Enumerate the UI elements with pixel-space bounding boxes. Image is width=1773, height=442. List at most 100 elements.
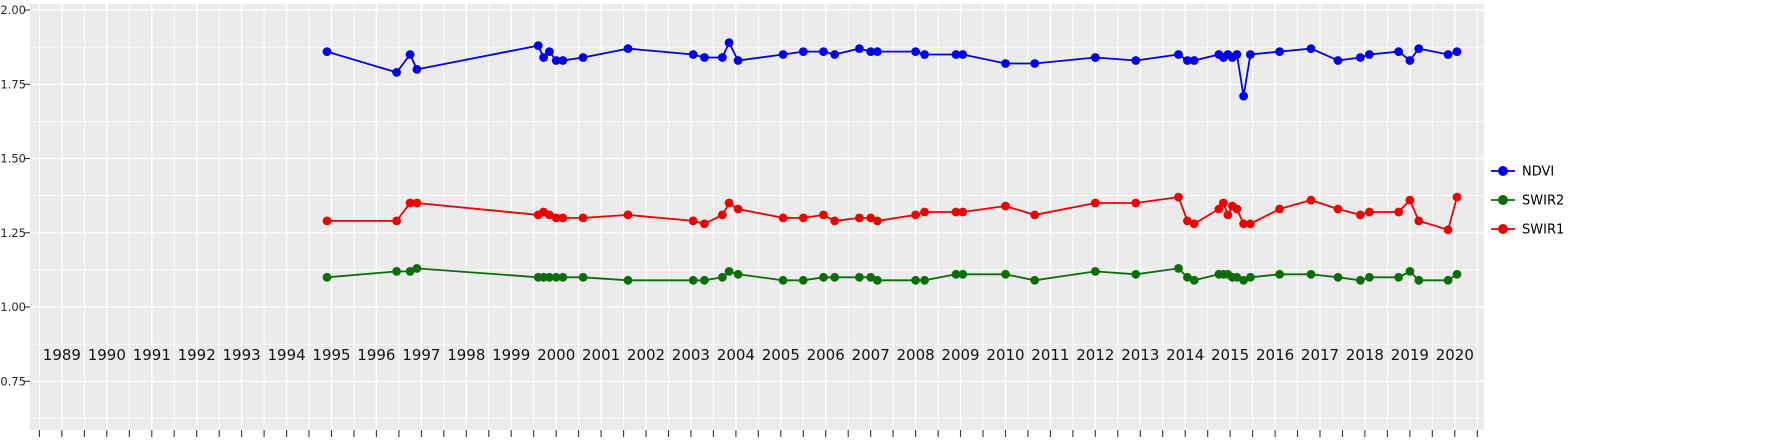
data-point <box>866 213 876 223</box>
x-tick-label: 1992 <box>178 346 216 364</box>
x-tick-label: 2020 <box>1436 346 1474 364</box>
data-point <box>558 213 568 223</box>
x-tick-label: 1997 <box>402 346 440 364</box>
legend-key-NDVI-dot-icon <box>1498 166 1508 176</box>
data-point <box>1452 269 1462 279</box>
x-tick-label: 1990 <box>88 346 126 364</box>
data-point <box>1183 56 1192 65</box>
data-point <box>1174 264 1183 273</box>
data-point <box>778 275 788 285</box>
x-tick-label: 1995 <box>312 346 350 364</box>
data-point <box>1443 50 1453 59</box>
legend-label: SWIR2 <box>1522 194 1564 209</box>
data-point <box>1001 269 1010 279</box>
data-point <box>1356 53 1365 62</box>
data-point <box>1219 198 1228 208</box>
data-point <box>392 216 401 226</box>
data-point <box>551 56 561 65</box>
data-point <box>578 53 588 62</box>
legend: NDVI SWIR2 SWIR1 <box>1491 165 1564 238</box>
data-point <box>1246 272 1255 282</box>
data-point <box>1452 192 1462 202</box>
x-axis-ticks <box>38 430 1478 437</box>
data-point <box>700 275 709 285</box>
data-point <box>951 269 961 279</box>
data-point <box>1414 275 1424 285</box>
data-point <box>1365 272 1374 282</box>
data-point <box>1452 47 1462 56</box>
data-point <box>724 38 734 48</box>
y-axis-ticks <box>24 9 30 382</box>
data-point <box>1214 204 1224 214</box>
data-point <box>819 210 828 220</box>
data-point <box>1131 269 1141 279</box>
y-tick-label: 1.25 <box>0 226 26 240</box>
x-tick-label: 2007 <box>852 346 890 364</box>
data-point <box>798 213 808 223</box>
data-point <box>1189 275 1199 285</box>
x-tick-label: 2006 <box>807 346 845 364</box>
x-tick-label: 1993 <box>223 346 261 364</box>
data-point <box>700 219 709 229</box>
data-point <box>1365 50 1374 59</box>
data-point <box>578 213 588 223</box>
data-point <box>911 210 920 220</box>
data-point <box>558 56 568 65</box>
data-point <box>1030 59 1040 68</box>
legend-item-SWIR1: SWIR1 <box>1491 223 1564 238</box>
x-tick-label: 2015 <box>1211 346 1249 364</box>
y-tick-label: 1.00 <box>0 300 26 314</box>
data-point <box>700 53 709 62</box>
data-point <box>688 275 698 285</box>
data-point <box>1232 204 1242 214</box>
data-point <box>798 275 808 285</box>
data-point <box>1275 47 1284 56</box>
data-point <box>855 213 864 223</box>
legend-item-SWIR2: SWIR2 <box>1491 194 1564 209</box>
data-point <box>688 216 698 226</box>
data-point <box>830 272 840 282</box>
data-point <box>1131 198 1141 208</box>
y-tick-label: 1.50 <box>0 152 26 166</box>
legend-label: NDVI <box>1522 165 1554 180</box>
y-tick-label: 1.75 <box>0 77 26 91</box>
x-tick-label: 2010 <box>986 346 1024 364</box>
plot-panel <box>30 4 1484 430</box>
data-point <box>1365 207 1374 217</box>
data-point <box>1356 275 1365 285</box>
data-point <box>1443 275 1453 285</box>
data-point <box>322 272 332 282</box>
x-tick-label: 2013 <box>1121 346 1159 364</box>
data-point <box>778 50 788 59</box>
data-point <box>392 68 401 77</box>
series-SWIR1 <box>322 192 1462 235</box>
data-point <box>688 50 698 59</box>
data-point <box>1090 198 1100 208</box>
x-tick-label: 1996 <box>357 346 395 364</box>
data-point <box>958 50 968 59</box>
data-point <box>1356 210 1365 220</box>
x-tick-label: 1989 <box>43 346 81 364</box>
x-tick-label: 2019 <box>1391 346 1429 364</box>
data-point <box>392 267 401 276</box>
data-point <box>533 41 543 50</box>
x-tick-label: 1991 <box>133 346 171 364</box>
data-point <box>1232 50 1242 59</box>
data-point <box>718 53 727 62</box>
data-point <box>1174 50 1183 59</box>
data-point <box>539 53 548 62</box>
x-tick-label: 2005 <box>762 346 800 364</box>
data-point <box>724 267 734 276</box>
data-point <box>733 56 743 65</box>
data-point <box>778 213 788 223</box>
x-tick-label: 2012 <box>1076 346 1114 364</box>
data-point <box>1394 272 1403 282</box>
data-point <box>1443 225 1453 235</box>
data-point <box>558 272 568 282</box>
series-NDVI <box>322 38 1462 101</box>
y-tick-label: 2.00 <box>0 3 26 17</box>
data-point <box>1239 219 1248 229</box>
series-SWIR2 <box>322 264 1462 285</box>
data-point <box>551 272 561 282</box>
